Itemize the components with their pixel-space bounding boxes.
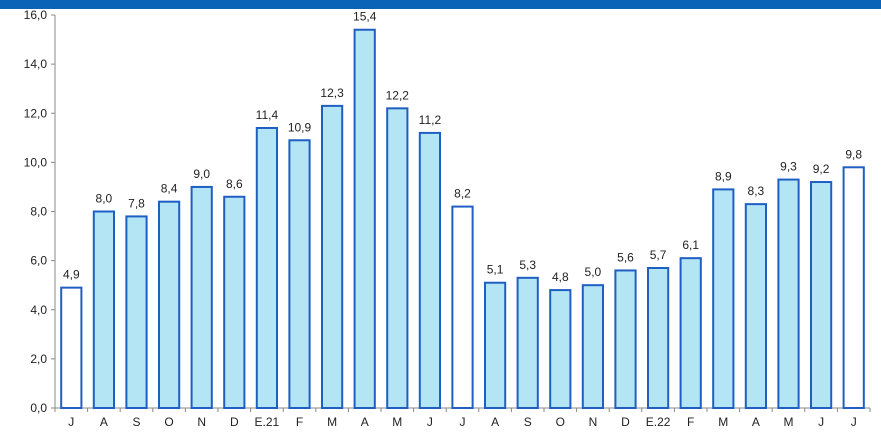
bar (288, 139, 311, 410)
x-tick-label: E.22 (646, 415, 671, 429)
x-tick-label: M (392, 415, 402, 429)
bar (320, 104, 344, 409)
x-tick-label: A (752, 415, 760, 429)
x-tick-label: M (327, 415, 337, 429)
x-tick-label: A (100, 415, 108, 429)
bar-value-label: 10,9 (288, 120, 312, 134)
x-tick-label: J (427, 415, 433, 429)
header-band (0, 0, 881, 9)
bar-value-label: 8,2 (454, 187, 471, 201)
bar (60, 286, 83, 409)
bar-value-label: 4,8 (552, 270, 569, 284)
bar-value-label: 9,2 (813, 162, 830, 176)
bars (60, 28, 865, 410)
bar-value-label: 9,0 (193, 167, 210, 181)
y-tick-label: 2,0 (30, 352, 47, 366)
x-tick-label: A (491, 415, 499, 429)
y-tick-label: 8,0 (30, 205, 47, 219)
bar (483, 281, 507, 410)
bar (842, 166, 865, 409)
x-tick-label: M (718, 415, 728, 429)
bar-value-label: 5,1 (487, 263, 504, 277)
bar-value-label: 5,6 (617, 250, 634, 264)
y-tick-label: 0,0 (30, 401, 47, 415)
bar (451, 205, 474, 409)
bar-value-label: 12,3 (320, 86, 344, 100)
x-tick-label: N (197, 415, 206, 429)
y-tick-label: 16,0 (24, 8, 48, 22)
x-tick-label: J (851, 415, 857, 429)
x-tick-label: F (296, 415, 303, 429)
bar-value-label: 8,0 (96, 192, 113, 206)
bar (190, 185, 213, 409)
bar (809, 181, 833, 409)
x-tick-label: S (132, 415, 140, 429)
bar (223, 195, 246, 409)
y-tick-label: 14,0 (24, 57, 48, 71)
bar-value-label: 11,4 (256, 108, 279, 122)
x-axis-ticks: J A S O N D E.21 F M A M J J A S O N D E.22 F M A M J J (54, 408, 871, 429)
x-tick-label: S (524, 415, 532, 429)
x-tick-label: D (621, 415, 630, 429)
bar-value-label: 4,9 (63, 268, 80, 282)
bar-value-label: 6,1 (682, 238, 699, 252)
bar (614, 269, 637, 410)
bar (353, 28, 376, 410)
y-tick-label: 12,0 (24, 106, 48, 120)
bar (744, 203, 768, 409)
bar (516, 276, 539, 409)
y-axis-ticks: 0,0 2,0 4,0 6,0 8,0 10,0 12,0 14,0 16,0 (24, 8, 55, 415)
x-tick-label: F (687, 415, 694, 429)
bar (679, 257, 702, 410)
x-tick-label: N (589, 415, 598, 429)
x-tick-label: J (818, 415, 824, 429)
bar-value-label: 5,7 (650, 248, 667, 262)
x-tick-label: D (230, 415, 239, 429)
bar-value-label: 15,4 (353, 10, 377, 24)
bar (777, 178, 800, 409)
x-tick-label: J (68, 415, 74, 429)
x-tick-label: O (164, 415, 173, 429)
x-tick-label: M (784, 415, 794, 429)
bar-value-label: 9,8 (845, 147, 862, 161)
bar (549, 289, 572, 410)
x-tick-label: E.21 (255, 415, 280, 429)
y-tick-label: 6,0 (30, 254, 47, 268)
x-tick-label: J (460, 415, 466, 429)
bar-value-label: 8,4 (161, 182, 178, 196)
y-tick-label: 4,0 (30, 303, 47, 317)
bar (386, 107, 409, 410)
bar (581, 284, 605, 409)
bar (92, 210, 116, 409)
bar (712, 188, 735, 409)
bar-value-label: 11,2 (419, 113, 442, 127)
x-tick-label: O (556, 415, 565, 429)
bar-value-label: 12,2 (386, 88, 410, 102)
bar-value-label: 8,9 (715, 169, 732, 183)
bar-value-label: 8,6 (226, 177, 243, 191)
x-tick-label: A (361, 415, 369, 429)
bar-value-label: 7,8 (128, 196, 145, 210)
bar-value-label: 9,3 (780, 160, 797, 174)
bar (418, 131, 442, 409)
bar (255, 126, 279, 410)
bar (157, 200, 181, 409)
bar-value-label: 8,3 (748, 184, 765, 198)
bar (646, 266, 670, 409)
bar-value-label: 5,0 (585, 265, 602, 279)
bar (125, 215, 148, 409)
bar-value-labels: 4,9 8,0 7,8 8,4 9,0 8,6 11,4 10,9 12,3 15,4 12,2 11… (63, 10, 862, 284)
bar-value-label: 5,3 (519, 258, 536, 272)
y-tick-label: 10,0 (24, 155, 48, 169)
